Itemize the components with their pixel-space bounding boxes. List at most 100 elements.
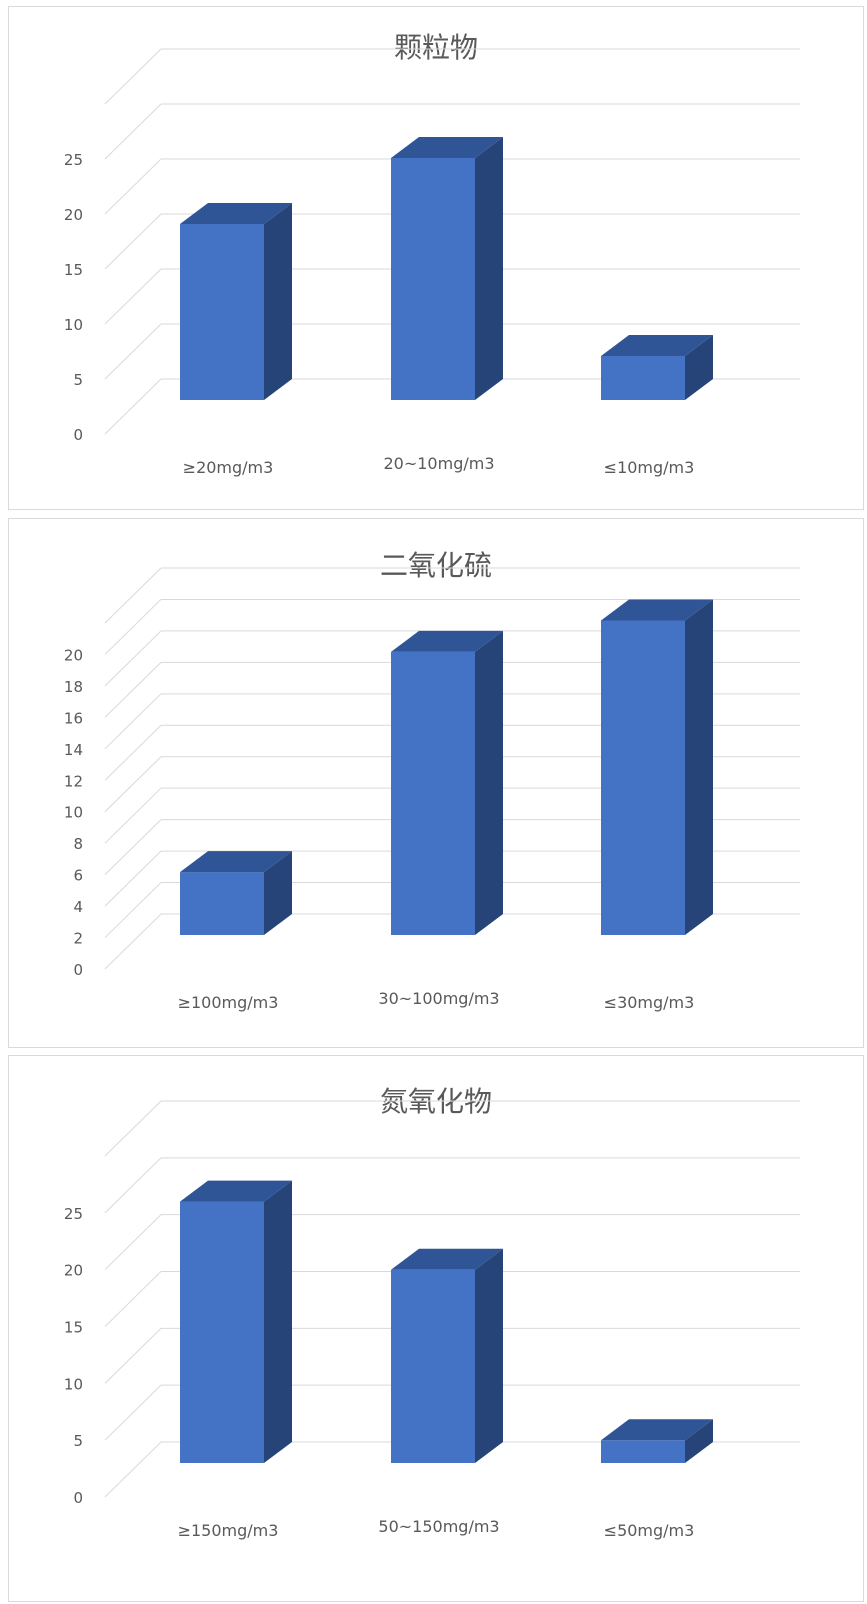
bar-front [391, 158, 475, 400]
y-tick-label: 12 [64, 772, 83, 790]
bar-top [180, 851, 292, 873]
chart-title: 二氧化硫 [380, 549, 492, 582]
gridline-side [104, 787, 162, 844]
gridline-side [104, 1441, 162, 1498]
gridline-side [104, 1271, 162, 1327]
bar-front [180, 1201, 264, 1463]
bar-front [601, 356, 685, 400]
bar-top [601, 599, 713, 621]
x-category-label: 50~150mg/m3 [378, 1517, 499, 1536]
y-tick-label: 10 [64, 316, 83, 334]
gridline-side [104, 819, 162, 875]
gridline-side [104, 378, 162, 435]
bar-side [264, 1180, 292, 1463]
bar [601, 335, 713, 400]
chart-sulfur-dioxide: 二氧化硫 0 2 4 6 8 10 12 14 16 18 20 ≥100mg/m3 30~100mg/m… [64, 549, 800, 1012]
y-tick-label: 0 [73, 426, 83, 444]
y-tick-label: 2 [73, 930, 83, 948]
gridline-side [104, 48, 162, 105]
y-tick-label: 15 [64, 261, 83, 279]
bar [601, 1419, 713, 1463]
bar-front [601, 1440, 685, 1463]
gridline-side [104, 913, 162, 970]
x-category-label: ≥100mg/m3 [178, 993, 279, 1012]
bar [391, 137, 503, 400]
y-tick-label: 6 [73, 867, 83, 885]
bar-side [685, 599, 713, 935]
bar-side [475, 137, 503, 400]
bar-front [180, 872, 264, 935]
x-category-label: ≤50mg/m3 [604, 1521, 695, 1540]
y-tick-label: 20 [64, 1262, 83, 1280]
y-tick-label: 8 [73, 835, 83, 853]
gridline-side [104, 567, 162, 624]
y-tick-label: 25 [64, 1205, 83, 1223]
y-tick-label: 0 [73, 961, 83, 979]
gridline-side [104, 662, 162, 718]
y-tick-label: 5 [73, 371, 83, 389]
gridline-side [104, 268, 162, 325]
bar [180, 1180, 292, 1463]
bar-front [391, 651, 475, 935]
bar-top [601, 335, 713, 356]
x-category-label: 20~10mg/m3 [383, 454, 494, 473]
gridline-side [104, 724, 162, 781]
bar [180, 851, 292, 935]
bar-top [391, 630, 503, 652]
chart-panel-sulfur-dioxide: 二氧化硫 0 2 4 6 8 10 12 14 16 18 20 ≥100mg/m3 30~100mg/m… [8, 518, 864, 1048]
gridline-side [104, 1214, 162, 1271]
y-tick-label: 15 [64, 1319, 83, 1337]
y-tick-label: 0 [73, 1489, 83, 1507]
chart-panel-nitrogen-oxides: 氮氧化物 0 5 10 15 20 25 ≥150mg/m3 50~150mg/m3 ≤50mg/… [8, 1055, 864, 1602]
bar-side [264, 851, 292, 935]
bar-side [475, 630, 503, 935]
bar-side [685, 335, 713, 400]
chart-title: 颗粒物 [394, 31, 478, 64]
x-category-label: 30~100mg/m3 [378, 989, 499, 1008]
y-tick-label: 25 [64, 151, 83, 169]
x-category-label: ≥20mg/m3 [183, 458, 274, 477]
gridline-side [104, 1100, 162, 1157]
y-tick-label: 4 [73, 898, 83, 916]
y-tick-label: 20 [64, 206, 83, 224]
chart-panel-particulates: 颗粒物 0 5 10 15 20 25 ≥20mg/m3 20~10mg/m3 ≤10mg/m3 [8, 6, 864, 510]
bar [391, 630, 503, 935]
gridline-side [104, 1384, 162, 1441]
x-category-label: ≤30mg/m3 [604, 993, 695, 1012]
bar [601, 599, 713, 935]
gridline-side [104, 1157, 162, 1214]
bar-top [601, 1419, 713, 1441]
gridline-side [104, 693, 162, 750]
bar [391, 1248, 503, 1463]
x-category-label: ≤10mg/m3 [604, 458, 695, 477]
bar-top [180, 1180, 292, 1202]
bar-side [264, 203, 292, 400]
gridline-side [104, 323, 162, 380]
bar-top [391, 137, 503, 158]
gridline-side [104, 158, 162, 215]
bar-top [180, 203, 292, 224]
bar-side [685, 1419, 713, 1463]
bar-front [601, 620, 685, 935]
gridline-side [104, 103, 162, 160]
y-tick-label: 5 [73, 1432, 83, 1450]
x-category-label: ≥150mg/m3 [178, 1521, 279, 1540]
gridline-side [104, 599, 162, 655]
gridline-side [104, 756, 162, 813]
y-tick-label: 18 [64, 678, 83, 696]
bar-front [391, 1269, 475, 1463]
gridline-side [104, 213, 162, 270]
chart-particulates: 颗粒物 0 5 10 15 20 25 ≥20mg/m3 20~10mg/m3 ≤10mg/m3 [64, 31, 800, 477]
y-tick-label: 10 [64, 1375, 83, 1393]
y-tick-label: 10 [64, 804, 83, 822]
y-tick-label: 16 [64, 709, 83, 727]
bar [180, 203, 292, 400]
gridline-side [104, 850, 162, 907]
y-tick-label: 20 [64, 646, 83, 664]
bar-front [180, 224, 264, 400]
gridline-side [104, 882, 162, 938]
bar-top [391, 1248, 503, 1270]
y-tick-label: 14 [64, 741, 83, 759]
gridline-side [104, 1327, 162, 1384]
